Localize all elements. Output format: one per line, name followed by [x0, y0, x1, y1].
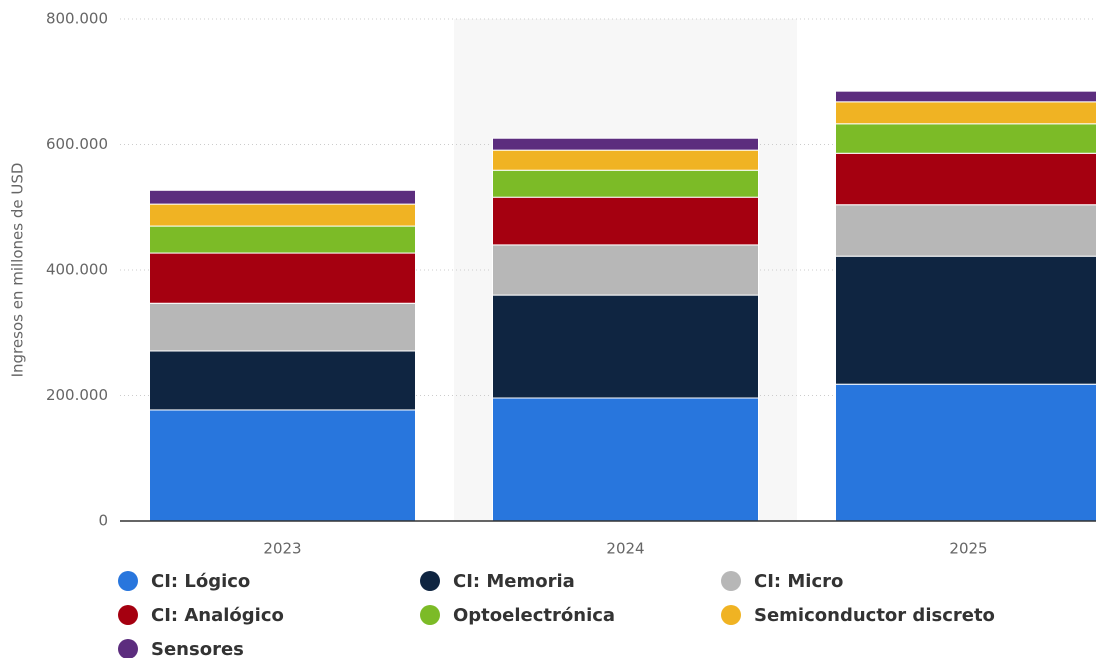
bar-segment — [149, 225, 416, 254]
x-tick-label: 2025 — [949, 540, 987, 558]
legend-label: Optoelectrónica — [453, 605, 615, 626]
legend-swatch — [420, 605, 440, 625]
bar-segment — [492, 294, 759, 399]
bar-segment — [835, 383, 1096, 522]
bar-segment — [149, 203, 416, 227]
bar-segment — [149, 302, 416, 352]
bar-segment — [835, 101, 1096, 125]
bar-segment — [149, 350, 416, 411]
bar-segment — [835, 90, 1096, 103]
bar-segment — [835, 123, 1096, 154]
y-tick-label: 400.000 — [46, 261, 108, 279]
bar-segment — [835, 255, 1096, 385]
bar-segment — [492, 244, 759, 296]
y-axis-title: Ingresos en millones de USD — [9, 163, 27, 378]
y-tick-label: 0 — [98, 512, 108, 530]
bar-segment — [149, 409, 416, 522]
legend-swatch — [118, 639, 138, 658]
y-tick-label: 600.000 — [46, 135, 108, 153]
x-tick-label: 2024 — [606, 540, 644, 558]
y-tick-label: 800.000 — [46, 10, 108, 28]
legend-swatch — [420, 571, 440, 591]
legend-swatch — [721, 605, 741, 625]
bar-segment — [492, 169, 759, 198]
bar-segment — [492, 397, 759, 522]
x-tick-label: 2023 — [263, 540, 301, 558]
bar-segment — [492, 137, 759, 151]
legend-label: CI: Micro — [754, 571, 843, 592]
legend-label: CI: Memoria — [453, 571, 575, 592]
legend-swatch — [118, 605, 138, 625]
legend-label: CI: Analógico — [151, 605, 284, 626]
bar-segment — [149, 252, 416, 304]
legend-label: Semiconductor discreto — [754, 605, 995, 626]
y-tick-label: 200.000 — [46, 386, 108, 404]
legend-label: Sensores — [151, 639, 244, 658]
bar-segment — [492, 196, 759, 246]
bar-segment — [835, 152, 1096, 206]
legend-label: CI: Lógico — [151, 571, 250, 592]
bar-segment — [835, 204, 1096, 257]
legend-swatch — [118, 571, 138, 591]
bar-segment — [492, 149, 759, 171]
legend-swatch — [721, 571, 741, 591]
bar-segment — [149, 189, 416, 205]
